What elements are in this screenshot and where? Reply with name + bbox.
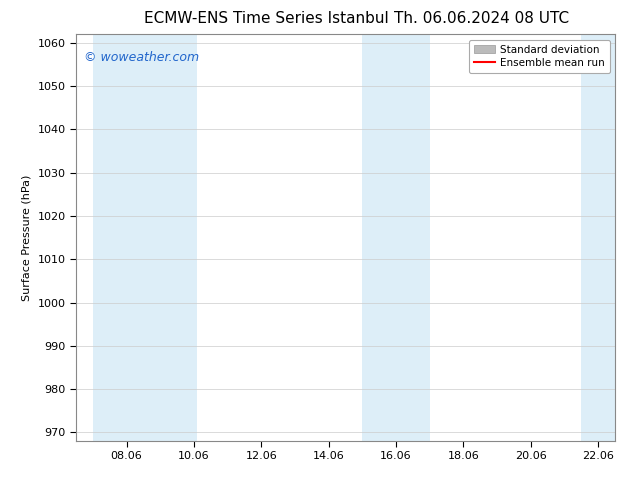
Text: ECMW-ENS Time Series Istanbul: ECMW-ENS Time Series Istanbul <box>144 11 389 26</box>
Y-axis label: Surface Pressure (hPa): Surface Pressure (hPa) <box>22 174 32 301</box>
Legend: Standard deviation, Ensemble mean run: Standard deviation, Ensemble mean run <box>469 40 610 73</box>
Bar <box>93 34 197 441</box>
Bar <box>363 34 430 441</box>
Text: Th. 06.06.2024 08 UTC: Th. 06.06.2024 08 UTC <box>394 11 569 26</box>
Text: © woweather.com: © woweather.com <box>84 50 199 64</box>
Bar <box>581 34 615 441</box>
